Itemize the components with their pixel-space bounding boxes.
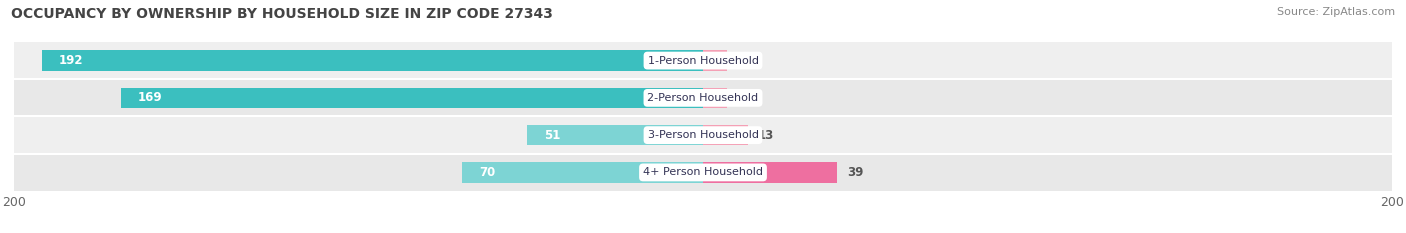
Text: 4+ Person Household: 4+ Person Household: [643, 168, 763, 177]
Bar: [14, 42, 1392, 79]
Text: Source: ZipAtlas.com: Source: ZipAtlas.com: [1277, 7, 1395, 17]
Bar: [703, 125, 748, 145]
Text: 3-Person Household: 3-Person Household: [648, 130, 758, 140]
Bar: [461, 162, 703, 183]
Text: 7: 7: [738, 91, 745, 104]
Bar: [14, 116, 1392, 154]
Bar: [703, 162, 838, 183]
Bar: [121, 88, 703, 108]
Bar: [14, 154, 1392, 191]
Text: 13: 13: [758, 129, 775, 142]
Text: 192: 192: [59, 54, 83, 67]
Text: 2-Person Household: 2-Person Household: [647, 93, 759, 103]
Text: 39: 39: [848, 166, 865, 179]
Bar: [703, 88, 727, 108]
Text: 51: 51: [544, 129, 561, 142]
Bar: [42, 50, 703, 71]
Text: OCCUPANCY BY OWNERSHIP BY HOUSEHOLD SIZE IN ZIP CODE 27343: OCCUPANCY BY OWNERSHIP BY HOUSEHOLD SIZE…: [11, 7, 553, 21]
Bar: [527, 125, 703, 145]
Bar: [14, 79, 1392, 116]
Text: 169: 169: [138, 91, 163, 104]
Text: 7: 7: [738, 54, 745, 67]
Text: 1-Person Household: 1-Person Household: [648, 56, 758, 65]
Text: 70: 70: [479, 166, 495, 179]
Bar: [703, 50, 727, 71]
